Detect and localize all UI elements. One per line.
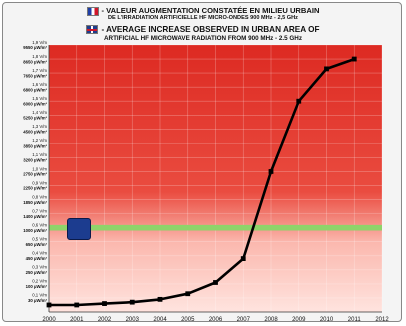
y-tick-label-vm: 0,5 V/m [32, 237, 47, 242]
certification-seal-icon [67, 218, 91, 240]
y-tick-label-vm: 0,1 V/m [32, 293, 47, 298]
y-tick-label-vm: 0,7 V/m [32, 208, 47, 213]
data-point-2003 [129, 299, 135, 305]
x-tick-label: 2004 [153, 317, 167, 323]
y-tick-label-uw: 100 µW/m² [26, 284, 48, 289]
france-flag-icon [86, 6, 99, 16]
data-point-2004 [157, 296, 163, 302]
y-tick-label-vm: 1,8 V/m [32, 54, 47, 59]
x-tick-label: 2001 [70, 317, 84, 323]
x-tick-label: 2002 [98, 317, 112, 323]
x-tick-label: 2005 [181, 317, 195, 323]
x-tick-label: 2012 [375, 317, 389, 323]
y-tick-label-uw: 9550 µW/m² [23, 45, 47, 50]
data-point-2001 [74, 302, 80, 308]
title-en-text: - AVERAGE INCREASE OBSERVED IN URBAN ARE… [101, 25, 320, 34]
y-tick-label-uw: 650 µW/m² [26, 242, 48, 247]
y-tick-label-uw: 450 µW/m² [26, 256, 48, 261]
y-tick-label-uw: 1400 µW/m² [23, 214, 47, 219]
data-point-2009 [296, 98, 302, 104]
uk-flag-icon [86, 25, 99, 35]
y-tick-label-vm: 0,2 V/m [32, 279, 47, 284]
y-tick-label-vm: 0,6 V/m [32, 222, 47, 227]
data-point-2002 [102, 301, 107, 306]
y-tick-label-vm: 1,9 V/m [32, 40, 47, 45]
y-tick-label-vm: 0,4 V/m [32, 251, 47, 256]
y-tick-label-vm: 1,7 V/m [32, 68, 47, 73]
y-tick-label-vm: 0,8 V/m [32, 194, 47, 199]
safe-threshold-band [49, 224, 382, 231]
y-tick-label-uw: 1850 µW/m² [23, 200, 47, 205]
y-tick-label-uw: 6000 µW/m² [23, 101, 47, 106]
series-line [47, 57, 356, 307]
title-en: - AVERAGE INCREASE OBSERVED IN URBAN ARE… [0, 25, 406, 35]
x-tick-label: 2010 [320, 317, 334, 323]
y-tick-label-vm: 1,1 V/m [32, 152, 47, 157]
data-point-2006 [213, 280, 218, 285]
data-point-2010 [324, 66, 329, 72]
subtitle-fr: DE L'IRRADIATION ARTIFICIELLE HF MICRO-O… [108, 15, 298, 21]
y-tick-label-uw: 250 µW/m² [26, 270, 48, 275]
x-tick-label: 2007 [237, 317, 251, 323]
y-tick-label-vm: 0,3 V/m [32, 265, 47, 270]
x-tick-label: 2000 [42, 317, 56, 323]
subtitle-en: ARTIFICIAL HF MICROWAVE RADIATION FROM 9… [103, 35, 302, 42]
y-tick-label-uw: 6800 µW/m² [23, 87, 47, 92]
y-tick-label-vm: 1,4 V/m [32, 110, 47, 115]
y-tick-label-uw: 1000 µW/m² [23, 228, 47, 233]
y-tick-label-vm: 1,2 V/m [32, 138, 47, 143]
y-tick-label-vm: 1,5 V/m [32, 96, 47, 101]
y-tick-label-uw: 30 µW/m² [28, 298, 48, 303]
y-tick-label-vm: 1,3 V/m [32, 124, 47, 129]
data-point-2011 [351, 56, 357, 62]
y-tick-label-uw: 2750 µW/m² [23, 172, 47, 177]
y-tick-label-vm: 1,6 V/m [32, 82, 47, 87]
y-tick-label-vm: 0,9 V/m [32, 180, 47, 185]
y-tick-label-uw: 3200 µW/m² [23, 158, 47, 163]
y-tick-label-uw: 4500 µW/m² [23, 130, 47, 135]
data-point-2008 [268, 169, 274, 174]
plot-area [49, 45, 382, 312]
title-fr: - VALEUR AUGMENTATION CONSTATÉE EN MILIE… [0, 6, 406, 16]
data-point-2000 [46, 302, 52, 308]
data-point-2005 [185, 291, 191, 297]
y-tick-label-uw: 3850 µW/m² [23, 144, 47, 149]
x-tick-label: 2008 [264, 317, 278, 323]
x-tick-label: 2009 [292, 317, 306, 323]
y-tick-label-uw: 5250 µW/m² [23, 115, 47, 120]
y-tick-label-uw: 2250 µW/m² [23, 186, 47, 191]
x-tick-label: 2003 [126, 317, 140, 323]
y-tick-label-uw: 8650 µW/m² [23, 59, 47, 64]
data-point-2007 [240, 256, 246, 261]
x-tick-label: 2011 [348, 317, 362, 323]
y-tick-label-uw: 7650 µW/m² [23, 73, 47, 78]
title-fr-text: - VALEUR AUGMENTATION CONSTATÉE EN MILIE… [101, 6, 320, 15]
x-tick-label: 2006 [209, 317, 223, 323]
y-tick-label-vm: 1,0 V/m [32, 166, 47, 171]
